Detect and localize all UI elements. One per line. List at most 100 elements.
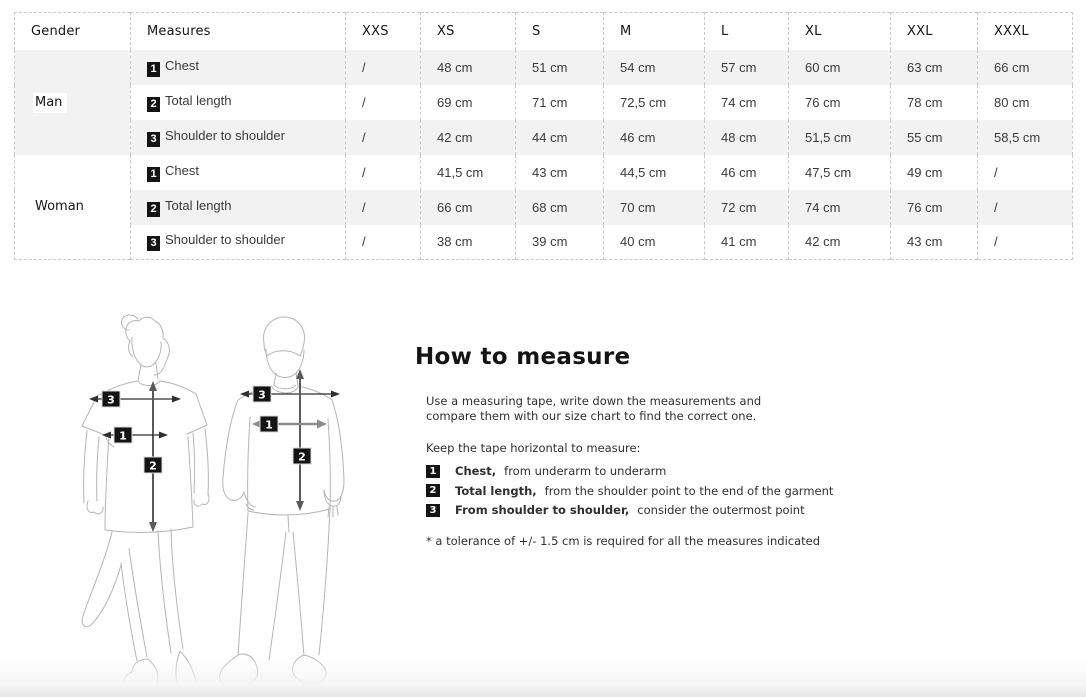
step-number-badge: 3 <box>426 503 440 517</box>
man-figure-sketch <box>220 317 344 686</box>
svg-text:1: 1 <box>119 430 127 443</box>
measure-label: Total length <box>165 197 232 213</box>
svg-text:1: 1 <box>265 419 273 432</box>
size-value: 48 cm <box>704 119 789 155</box>
measure-cell: 3 Shoulder to shoulder <box>130 119 346 155</box>
woman-length-arrow <box>149 381 157 532</box>
size-value: 42 cm <box>788 224 891 260</box>
size-value: / <box>977 154 1073 190</box>
header-measures: Measures <box>130 12 346 50</box>
size-value: 76 cm <box>890 189 978 225</box>
how-to-measure-section: How to measure Use a measuring tape, wri… <box>415 344 875 560</box>
measure-cell: 1 Chest <box>130 49 346 85</box>
size-value: 43 cm <box>515 154 604 190</box>
size-value: 80 cm <box>977 84 1073 120</box>
size-value: 72 cm <box>704 189 789 225</box>
table-row-man-shoulder: 3 Shoulder to shoulder / 42 cm 44 cm 46 c… <box>15 119 1073 155</box>
step-number-badge: 2 <box>426 484 440 498</box>
size-value: 70 cm <box>603 189 705 225</box>
size-value: 51 cm <box>515 49 604 85</box>
table-row-woman-total-length: 2 Total length / 66 cm 68 cm 70 cm 72 cm … <box>15 189 1073 225</box>
size-value: 40 cm <box>603 224 705 260</box>
header-size-xxs: XXS <box>345 12 421 50</box>
header-gender: Gender <box>31 23 81 39</box>
size-value: 54 cm <box>603 49 705 85</box>
table-header-row: Gender Measures XXS XS S M L XL XXL XXXL <box>15 12 1073 50</box>
header-size-xxxl: XXXL <box>977 12 1073 50</box>
how-to-measure-title: How to measure <box>415 344 631 370</box>
svg-text:3: 3 <box>107 394 115 407</box>
size-value: 42 cm <box>420 119 516 155</box>
table-row-man-total-length: 2 Total length / 69 cm 71 cm 72,5 cm 74 c… <box>15 84 1073 120</box>
measure-number-badge: 2 <box>147 201 160 217</box>
size-value: 76 cm <box>788 84 891 120</box>
woman-chest-badge: 1 <box>113 426 133 444</box>
man-chest-badge: 1 <box>259 415 279 433</box>
measure-step-total-length: 2 Total length, from the shoulder point … <box>426 484 875 498</box>
step-text: From shoulder to shoulder, consider the … <box>455 503 805 518</box>
size-value: / <box>345 119 421 155</box>
table-row-man-chest: Man 1 Chest / 48 cm 51 cm 54 cm 57 cm 60 … <box>14 49 1073 155</box>
measure-number-badge: 3 <box>147 236 160 252</box>
measure-label: Chest <box>165 57 199 73</box>
size-value: 71 cm <box>515 84 604 120</box>
size-value: / <box>977 224 1073 260</box>
size-value: 58,5 cm <box>977 119 1073 155</box>
measure-number-badge: 1 <box>147 166 160 182</box>
size-value: / <box>345 84 421 120</box>
svg-text:3: 3 <box>258 389 266 402</box>
size-value: 55 cm <box>890 119 978 155</box>
header-size-xl: XL <box>788 12 891 50</box>
size-value: 68 cm <box>515 189 604 225</box>
measure-number-badge: 1 <box>147 61 160 77</box>
svg-text:2: 2 <box>149 460 157 473</box>
header-size-s: S <box>515 12 604 50</box>
measure-cell: 2 Total length <box>130 84 346 120</box>
size-value: 66 cm <box>420 189 516 225</box>
woman-chest-arrow <box>102 431 168 439</box>
size-value: 43 cm <box>890 224 978 260</box>
header-size-l: L <box>704 12 789 50</box>
man-length-badge: 2 <box>292 447 312 465</box>
size-value: 57 cm <box>704 49 789 85</box>
measure-cell: 2 Total length <box>130 189 346 225</box>
woman-figure-sketch <box>82 315 209 693</box>
measure-label: Total length <box>165 92 232 108</box>
size-value: 48 cm <box>420 49 516 85</box>
size-value: 41 cm <box>704 224 789 260</box>
size-value: 63 cm <box>890 49 978 85</box>
woman-length-badge: 2 <box>143 456 163 474</box>
size-value: 44,5 cm <box>603 154 705 190</box>
how-to-measure-subtitle: Keep the tape horizontal to measure: <box>426 441 641 456</box>
size-value: 39 cm <box>515 224 604 260</box>
step-text: Total length, from the shoulder point to… <box>455 483 834 498</box>
svg-text:2: 2 <box>298 451 306 464</box>
measure-cell: 3 Shoulder to shoulder <box>130 224 346 260</box>
size-value: 49 cm <box>890 154 978 190</box>
size-value: / <box>345 189 421 225</box>
measure-label: Shoulder to shoulder <box>165 232 285 248</box>
size-value: 51,5 cm <box>788 119 891 155</box>
measure-number-badge: 2 <box>147 96 160 112</box>
header-size-m: M <box>603 12 705 50</box>
table-row-woman-shoulder: 3 Shoulder to shoulder / 38 cm 39 cm 40 c… <box>15 224 1073 260</box>
size-value: / <box>345 49 421 85</box>
gender-cell-woman: Woman <box>14 154 131 260</box>
measurement-figures-illustration: 3 1 2 3 1 2 <box>60 305 400 697</box>
size-value: 47,5 cm <box>788 154 891 190</box>
gender-label: Man <box>33 92 68 113</box>
size-value: 46 cm <box>704 154 789 190</box>
gender-label: Woman <box>33 197 89 218</box>
size-value: 41,5 cm <box>420 154 516 190</box>
size-value: 38 cm <box>420 224 516 260</box>
size-value: / <box>977 189 1073 225</box>
table-row-woman-chest: Woman 1 Chest / 41,5 cm 43 cm 44,5 cm 46 … <box>14 154 1073 260</box>
size-value: 66 cm <box>977 49 1073 85</box>
size-value: 74 cm <box>788 189 891 225</box>
size-value: 78 cm <box>890 84 978 120</box>
man-length-arrow <box>296 369 304 511</box>
size-chart-table: Gender Measures XXS XS S M L XL XXL XXXL… <box>14 12 1073 260</box>
header-size-xs: XS <box>420 12 516 50</box>
woman-shoulder-badge: 3 <box>101 390 121 408</box>
step-text: Chest, from underarm to underarm <box>455 464 667 479</box>
